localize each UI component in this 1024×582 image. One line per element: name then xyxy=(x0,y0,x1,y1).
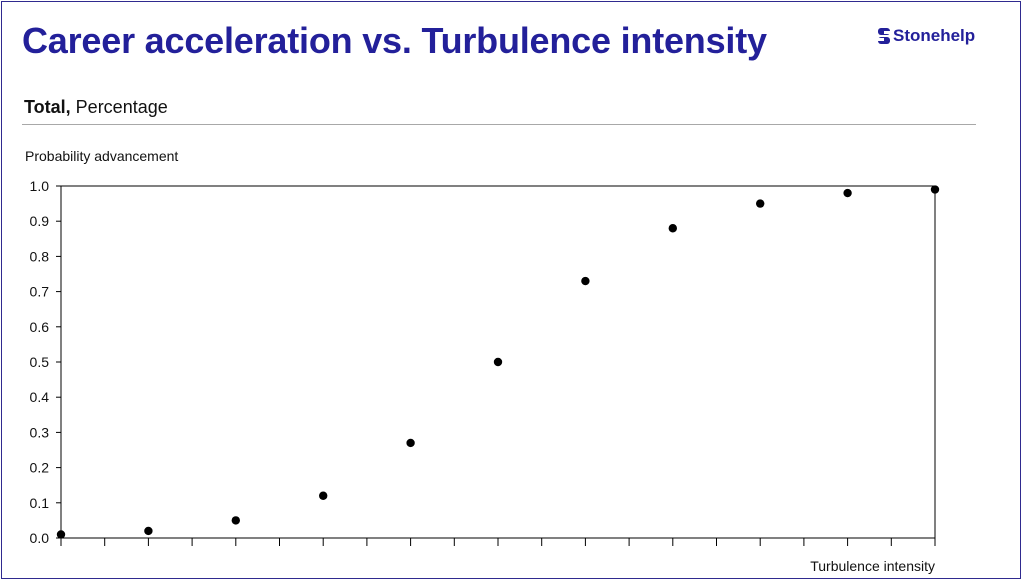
data-point xyxy=(493,357,503,367)
y-tick-label: 0.4 xyxy=(30,389,50,405)
y-tick-label: 0.1 xyxy=(30,495,50,511)
data-point xyxy=(406,438,415,448)
y-tick-label: 0.9 xyxy=(30,213,50,229)
y-tick-label: 0.8 xyxy=(30,248,50,264)
page-title: Career acceleration vs. Turbulence inten… xyxy=(22,20,767,61)
data-point xyxy=(756,199,765,208)
y-tick-label: 0.7 xyxy=(30,284,50,300)
subtitle-bold: Total, xyxy=(24,97,71,117)
chart-axes xyxy=(56,185,936,546)
x-axis-label: Turbulence intensity xyxy=(810,558,935,574)
y-tick-label: 0.2 xyxy=(30,460,50,476)
y-axis-label: Probability advancement xyxy=(25,148,179,164)
subtitle-rest: Percentage xyxy=(70,97,168,117)
data-point xyxy=(581,276,590,286)
data-point xyxy=(843,188,852,198)
brand-name: Stonehelp xyxy=(893,26,976,45)
y-tick-label: 0.3 xyxy=(30,424,50,440)
brand-logo: Stonehelp xyxy=(878,26,975,46)
data-point xyxy=(231,516,240,525)
y-tick-labels: 0.0 0.1 0.2 0.3 0.4 0.5 0.6 0.7 0.8 0.9 1.0 xyxy=(30,178,50,546)
y-tick-label: 0.6 xyxy=(30,319,50,335)
data-point xyxy=(319,491,328,500)
chart-subtitle: Total, Percentage xyxy=(24,97,168,118)
y-tick-label: 0.0 xyxy=(30,530,50,546)
data-point xyxy=(144,526,153,536)
data-point xyxy=(668,224,677,233)
header-divider xyxy=(22,124,976,125)
data-point xyxy=(56,530,66,539)
data-point xyxy=(930,185,940,194)
y-tick-label: 0.5 xyxy=(30,354,50,370)
stonehelp-logo-icon xyxy=(878,28,890,44)
y-tick-label: 1.0 xyxy=(30,178,50,194)
data-points xyxy=(56,185,940,539)
